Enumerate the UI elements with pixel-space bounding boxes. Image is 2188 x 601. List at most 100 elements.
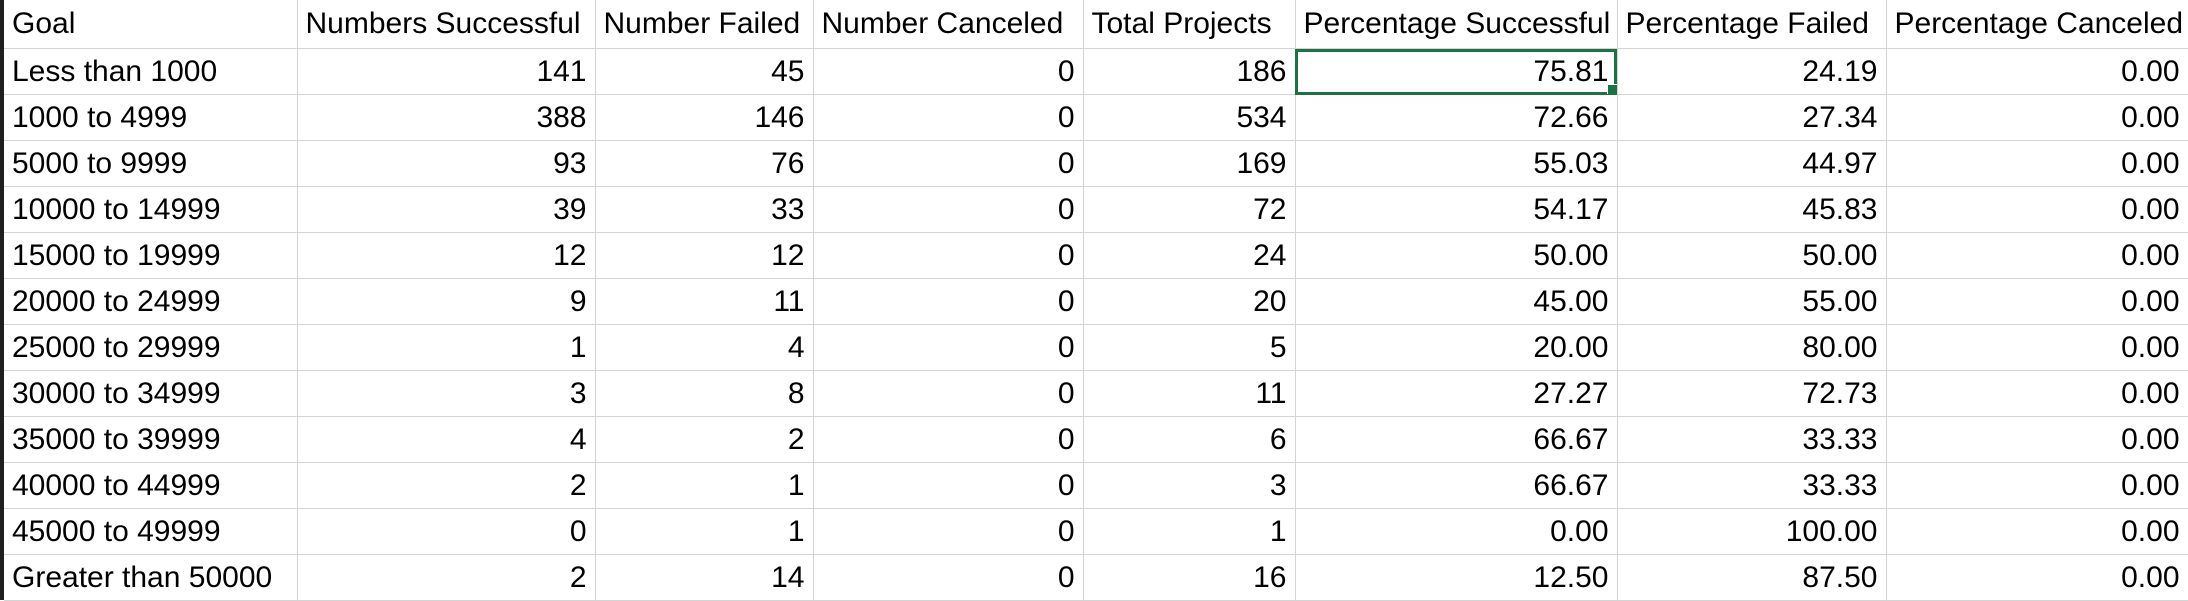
cell-total-projects[interactable]: 16 <box>1083 554 1296 601</box>
cell-percentage-successful[interactable]: 20.00 <box>1295 324 1618 371</box>
cell-goal[interactable]: 45000 to 49999 <box>4 508 298 555</box>
cell-percentage-canceled[interactable]: 0.00 <box>1886 278 2188 325</box>
cell-percentage-canceled[interactable]: 0.00 <box>1886 140 2188 187</box>
cell-number-canceled[interactable]: 0 <box>813 232 1084 279</box>
cell-number-canceled[interactable]: 0 <box>813 324 1084 371</box>
cell-percentage-successful[interactable]: 66.67 <box>1295 462 1618 509</box>
cell-number-failed[interactable]: 76 <box>595 140 814 187</box>
cell-percentage-successful[interactable]: 27.27 <box>1295 370 1618 417</box>
cell-percentage-failed[interactable]: 87.50 <box>1617 554 1887 601</box>
cell-numbers-successful[interactable]: 2 <box>297 462 596 509</box>
cell-number-failed[interactable]: 33 <box>595 186 814 233</box>
cell-percentage-failed[interactable]: 100.00 <box>1617 508 1887 555</box>
cell-goal[interactable]: 40000 to 44999 <box>4 462 298 509</box>
cell-number-failed[interactable]: 1 <box>595 508 814 555</box>
cell-total-projects[interactable]: 186 <box>1083 48 1296 95</box>
cell-number-failed[interactable]: 2 <box>595 416 814 463</box>
cell-percentage-failed[interactable]: 55.00 <box>1617 278 1887 325</box>
cell-number-canceled[interactable]: 0 <box>813 278 1084 325</box>
header-cell-numbers-successful[interactable]: Numbers Successful <box>297 0 596 49</box>
cell-numbers-successful[interactable]: 12 <box>297 232 596 279</box>
cell-number-canceled[interactable]: 0 <box>813 416 1084 463</box>
cell-number-canceled[interactable]: 0 <box>813 140 1084 187</box>
cell-percentage-canceled[interactable]: 0.00 <box>1886 370 2188 417</box>
cell-total-projects[interactable]: 3 <box>1083 462 1296 509</box>
cell-total-projects[interactable]: 72 <box>1083 186 1296 233</box>
cell-percentage-canceled[interactable]: 0.00 <box>1886 324 2188 371</box>
cell-numbers-successful[interactable]: 1 <box>297 324 596 371</box>
cell-percentage-canceled[interactable]: 0.00 <box>1886 462 2188 509</box>
cell-percentage-successful[interactable]: 55.03 <box>1295 140 1618 187</box>
cell-goal[interactable]: 25000 to 29999 <box>4 324 298 371</box>
cell-number-canceled[interactable]: 0 <box>813 48 1084 95</box>
header-cell-percentage-failed[interactable]: Percentage Failed <box>1617 0 1887 49</box>
cell-percentage-successful[interactable]: 54.17 <box>1295 186 1618 233</box>
cell-percentage-failed[interactable]: 33.33 <box>1617 462 1887 509</box>
header-cell-percentage-canceled[interactable]: Percentage Canceled <box>1886 0 2188 49</box>
cell-goal[interactable]: Greater than 50000 <box>4 554 298 601</box>
cell-number-failed[interactable]: 4 <box>595 324 814 371</box>
cell-percentage-canceled[interactable]: 0.00 <box>1886 508 2188 555</box>
cell-total-projects[interactable]: 1 <box>1083 508 1296 555</box>
cell-goal[interactable]: 35000 to 39999 <box>4 416 298 463</box>
cell-goal[interactable]: 5000 to 9999 <box>4 140 298 187</box>
cell-percentage-failed[interactable]: 45.83 <box>1617 186 1887 233</box>
cell-number-canceled[interactable]: 0 <box>813 554 1084 601</box>
cell-number-canceled[interactable]: 0 <box>813 94 1084 141</box>
cell-percentage-canceled[interactable]: 0.00 <box>1886 48 2188 95</box>
cell-number-failed[interactable]: 8 <box>595 370 814 417</box>
cell-percentage-failed[interactable]: 33.33 <box>1617 416 1887 463</box>
cell-percentage-successful[interactable]: 12.50 <box>1295 554 1618 601</box>
header-cell-goal[interactable]: Goal <box>4 0 298 49</box>
cell-percentage-successful[interactable]: 66.67 <box>1295 416 1618 463</box>
cell-number-failed[interactable]: 14 <box>595 554 814 601</box>
fill-handle[interactable] <box>1606 84 1616 94</box>
cell-goal[interactable]: 10000 to 14999 <box>4 186 298 233</box>
cell-numbers-successful[interactable]: 0 <box>297 508 596 555</box>
header-cell-total-projects[interactable]: Total Projects <box>1083 0 1296 49</box>
cell-percentage-failed[interactable]: 80.00 <box>1617 324 1887 371</box>
cell-number-failed[interactable]: 11 <box>595 278 814 325</box>
cell-percentage-successful[interactable]: 45.00 <box>1295 278 1618 325</box>
cell-percentage-failed[interactable]: 72.73 <box>1617 370 1887 417</box>
cell-goal[interactable]: 30000 to 34999 <box>4 370 298 417</box>
cell-percentage-canceled[interactable]: 0.00 <box>1886 94 2188 141</box>
cell-percentage-canceled[interactable]: 0.00 <box>1886 554 2188 601</box>
cell-numbers-successful[interactable]: 93 <box>297 140 596 187</box>
header-cell-number-failed[interactable]: Number Failed <box>595 0 814 49</box>
cell-total-projects[interactable]: 6 <box>1083 416 1296 463</box>
cell-numbers-successful[interactable]: 4 <box>297 416 596 463</box>
cell-percentage-failed[interactable]: 50.00 <box>1617 232 1887 279</box>
cell-number-failed[interactable]: 1 <box>595 462 814 509</box>
cell-total-projects[interactable]: 534 <box>1083 94 1296 141</box>
cell-percentage-canceled[interactable]: 0.00 <box>1886 232 2188 279</box>
cell-numbers-successful[interactable]: 39 <box>297 186 596 233</box>
cell-percentage-failed[interactable]: 24.19 <box>1617 48 1887 95</box>
cell-goal[interactable]: Less than 1000 <box>4 48 298 95</box>
cell-percentage-successful[interactable]: 72.66 <box>1295 94 1618 141</box>
cell-number-failed[interactable]: 45 <box>595 48 814 95</box>
cell-numbers-successful[interactable]: 388 <box>297 94 596 141</box>
cell-goal[interactable]: 15000 to 19999 <box>4 232 298 279</box>
cell-percentage-canceled[interactable]: 0.00 <box>1886 416 2188 463</box>
cell-percentage-failed[interactable]: 44.97 <box>1617 140 1887 187</box>
cell-number-failed[interactable]: 146 <box>595 94 814 141</box>
header-cell-percentage-successful[interactable]: Percentage Successful <box>1295 0 1618 49</box>
cell-percentage-canceled[interactable]: 0.00 <box>1886 186 2188 233</box>
cell-numbers-successful[interactable]: 2 <box>297 554 596 601</box>
cell-numbers-successful[interactable]: 9 <box>297 278 596 325</box>
cell-numbers-successful[interactable]: 3 <box>297 370 596 417</box>
cell-percentage-successful[interactable]: 50.00 <box>1295 232 1618 279</box>
cell-number-canceled[interactable]: 0 <box>813 370 1084 417</box>
cell-number-canceled[interactable]: 0 <box>813 462 1084 509</box>
cell-total-projects[interactable]: 20 <box>1083 278 1296 325</box>
cell-total-projects[interactable]: 11 <box>1083 370 1296 417</box>
cell-goal[interactable]: 20000 to 24999 <box>4 278 298 325</box>
cell-number-canceled[interactable]: 0 <box>813 508 1084 555</box>
cell-number-canceled[interactable]: 0 <box>813 186 1084 233</box>
cell-number-failed[interactable]: 12 <box>595 232 814 279</box>
selected-cell-percentage-successful[interactable]: 75.81 <box>1295 48 1618 95</box>
cell-goal[interactable]: 1000 to 4999 <box>4 94 298 141</box>
cell-total-projects[interactable]: 24 <box>1083 232 1296 279</box>
cell-percentage-failed[interactable]: 27.34 <box>1617 94 1887 141</box>
